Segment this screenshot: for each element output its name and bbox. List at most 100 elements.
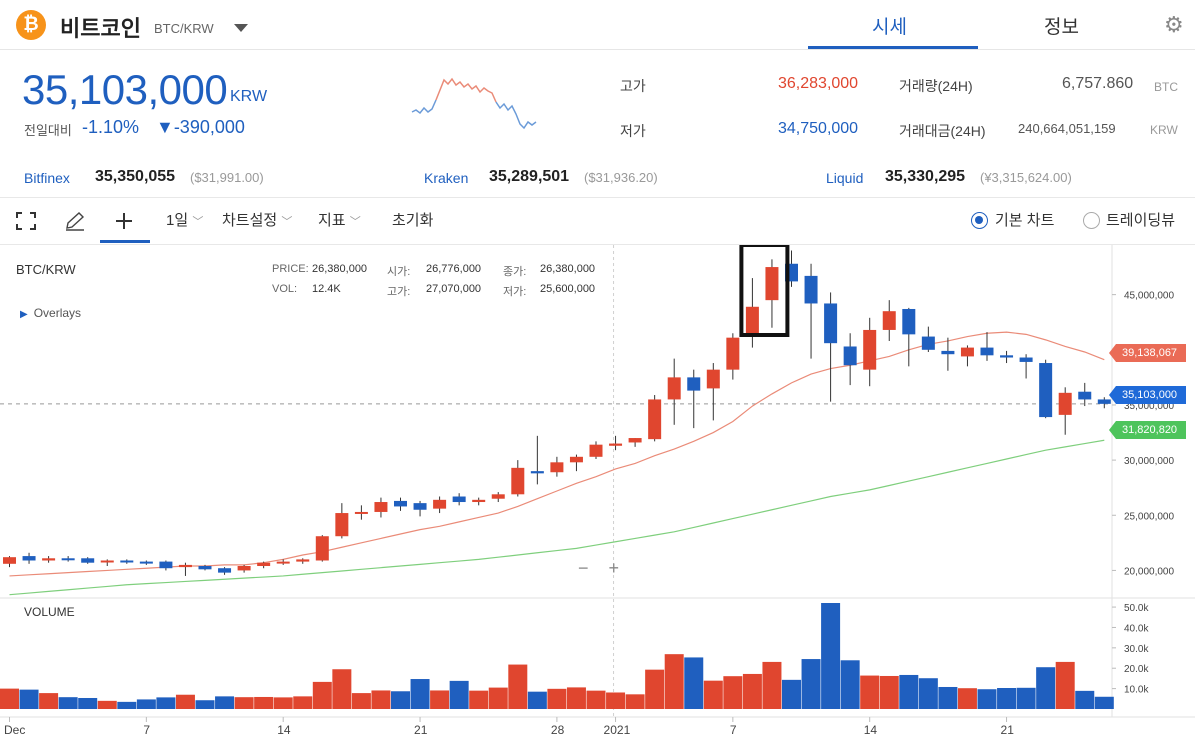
volume-tick-label: 50.0k [1124, 603, 1149, 614]
volume-bar [782, 679, 801, 709]
ma-long-badge: 39,138,067 [1109, 344, 1186, 362]
volume-bar [351, 693, 371, 709]
info-close-label: 종가: [503, 266, 527, 278]
volume-bar [1094, 696, 1114, 709]
candle-body [1097, 399, 1111, 404]
volume-bar [586, 690, 606, 709]
turnover-label: 거래대금(24H) [899, 123, 986, 139]
zoom-in-button[interactable]: + [608, 558, 620, 578]
volume-bar [840, 660, 860, 709]
candle-body [765, 267, 779, 301]
volume-bar [234, 697, 254, 709]
gear-icon[interactable]: ⚙ [1164, 12, 1184, 37]
candle-body [550, 462, 564, 473]
info-high-value: 27,070,000 [426, 283, 482, 295]
interval-dropdown[interactable]: 1일 ﹀ [166, 209, 203, 230]
info-open-value: 26,776,000 [426, 263, 482, 275]
info-price-value: 26,380,000 [312, 263, 368, 275]
current-price-badge-value: 35,103,000 [1122, 389, 1178, 401]
candle-body [726, 337, 740, 370]
turnover-value: 240,664,051,159 [1018, 121, 1116, 136]
volume-bar [645, 669, 665, 709]
candle-body [159, 561, 173, 569]
active-tool-indicator [100, 240, 150, 243]
x-tick-label: 7 [143, 723, 150, 737]
candle-body [589, 444, 603, 457]
volume-bar [938, 686, 958, 709]
low-label: 저가 [620, 123, 646, 139]
triangle-right-icon: ▶ [20, 309, 28, 320]
reset-button[interactable]: 초기화 [392, 212, 434, 229]
volume-bar [117, 701, 137, 709]
basic-chart-radio[interactable] [971, 212, 988, 229]
volume-bar [957, 688, 977, 709]
volume-bar [684, 657, 704, 709]
volume-bar [1016, 687, 1036, 709]
current-price-badge: 35,103,000 [1109, 386, 1186, 404]
y-tick-label: 20,000,000 [1124, 566, 1174, 577]
exchange-value-bitfinex: 35,350,055 [95, 168, 176, 185]
volume-bar [273, 697, 293, 709]
overlays-toggle[interactable]: ▶ Overlays [20, 306, 81, 320]
overlays-label: Overlays [33, 306, 82, 320]
volume-bar [195, 700, 215, 709]
x-tick-label: 14 [277, 723, 291, 737]
indicators-dropdown[interactable]: 지표 ﹀ [318, 209, 361, 230]
x-tick-label: 21 [414, 723, 428, 737]
basic-chart-label[interactable]: 기본 차트 [995, 212, 1055, 229]
fullscreen-icon[interactable] [16, 212, 36, 230]
candle-body [530, 471, 544, 474]
candle-body [960, 347, 974, 357]
selection-box [739, 245, 790, 337]
volume-unit: BTC [1154, 80, 1178, 94]
chart-symbol: BTC/KRW [16, 262, 76, 277]
candle-body [882, 311, 896, 330]
candle-body [237, 566, 251, 571]
volume-bar [1036, 667, 1056, 709]
tradingview-label[interactable]: 트레이딩뷰 [1106, 212, 1176, 229]
candle-body [198, 566, 212, 570]
volume-bar [97, 700, 117, 709]
high-label: 고가 [620, 78, 646, 94]
candle-body [296, 559, 310, 562]
volume-bar [1075, 690, 1095, 709]
volume-bar [449, 680, 469, 709]
ma-short-line [9, 439, 1105, 596]
tradingview-radio[interactable] [1083, 212, 1100, 229]
volume-bar [860, 675, 880, 709]
chart-settings-label: 차트설정 [222, 212, 278, 229]
candlestick-chart[interactable]: 45,000,00040,000,00035,000,00030,000,000… [0, 245, 1195, 739]
tab-info[interactable]: 정보 [1044, 17, 1079, 38]
candle-body [452, 496, 466, 503]
exchange-value-kraken: 35,289,501 [489, 168, 570, 185]
volume-bar [879, 675, 899, 709]
tab-quote[interactable]: 시세 [872, 17, 907, 38]
zoom-out-button[interactable]: − [578, 558, 589, 578]
volume-bar [293, 696, 313, 709]
pair-dropdown-icon[interactable] [234, 24, 248, 32]
exchange-usd-bitfinex: ($31,991.00) [190, 170, 264, 185]
candle-body [921, 336, 935, 350]
chevron-down-icon: ﹀ [349, 216, 361, 228]
candle-body [3, 557, 16, 564]
candle-body [941, 350, 955, 355]
crosshair-icon[interactable] [114, 211, 134, 231]
pencil-icon[interactable] [64, 211, 86, 231]
volume-bar [606, 692, 626, 709]
x-tick-label: 28 [551, 723, 565, 737]
volume-bar [566, 687, 586, 709]
exchange-name-liquid: Liquid [826, 170, 864, 186]
candle-body [1000, 355, 1014, 358]
candle-body [335, 513, 349, 537]
info-low-value: 25,600,000 [540, 283, 596, 295]
chart-settings-dropdown[interactable]: 차트설정 ﹀ [222, 209, 292, 230]
info-open-label: 시가: [387, 266, 411, 278]
candle-body [902, 308, 916, 335]
coin-name[interactable]: 비트코인 [60, 16, 141, 41]
exchange-jpy-liquid: (¥3,315,624.00) [980, 170, 1072, 185]
candle-body [61, 558, 75, 561]
coin-pair[interactable]: BTC/KRW [154, 21, 214, 36]
candle-body [687, 377, 701, 391]
candle-body [1019, 357, 1033, 362]
volume-bar [136, 699, 156, 709]
